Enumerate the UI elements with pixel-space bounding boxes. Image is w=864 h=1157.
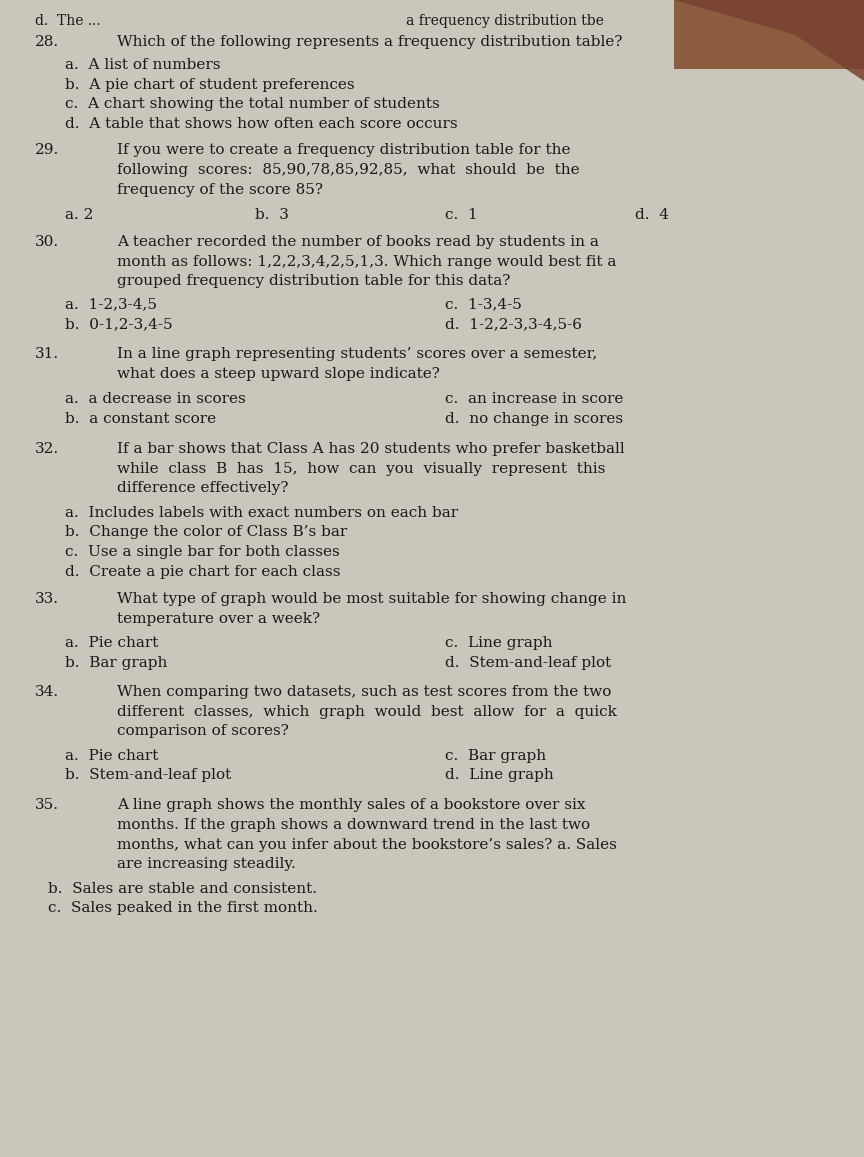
Text: d.  The ...: d. The ... bbox=[35, 14, 100, 28]
Text: 32.: 32. bbox=[35, 442, 59, 456]
Text: 29.: 29. bbox=[35, 143, 59, 157]
Text: b.  0-1,2-3,4-5: b. 0-1,2-3,4-5 bbox=[65, 317, 173, 331]
Text: 30.: 30. bbox=[35, 235, 59, 249]
Text: while  class  B  has  15,  how  can  you  visually  represent  this: while class B has 15, how can you visual… bbox=[117, 462, 605, 476]
Text: d.  Line graph: d. Line graph bbox=[445, 768, 554, 782]
Text: c.  Use a single bar for both classes: c. Use a single bar for both classes bbox=[65, 545, 340, 559]
Text: b.  Bar graph: b. Bar graph bbox=[65, 656, 167, 670]
Text: b.  Stem-and-leaf plot: b. Stem-and-leaf plot bbox=[65, 768, 231, 782]
Text: c.  an increase in score: c. an increase in score bbox=[445, 392, 623, 406]
Text: a. 2: a. 2 bbox=[65, 208, 93, 222]
Text: c.  1-3,4-5: c. 1-3,4-5 bbox=[445, 297, 522, 311]
Text: c.  Sales peaked in the first month.: c. Sales peaked in the first month. bbox=[48, 901, 317, 915]
Text: a.  A list of numbers: a. A list of numbers bbox=[65, 58, 220, 72]
Text: are increasing steadily.: are increasing steadily. bbox=[117, 857, 295, 871]
Text: what does a steep upward slope indicate?: what does a steep upward slope indicate? bbox=[117, 367, 440, 381]
Text: b.  a constant score: b. a constant score bbox=[65, 412, 216, 426]
Text: d.  4: d. 4 bbox=[635, 208, 669, 222]
Text: d.  Stem-and-leaf plot: d. Stem-and-leaf plot bbox=[445, 656, 611, 670]
Text: d.  1-2,2-3,3-4,5-6: d. 1-2,2-3,3-4,5-6 bbox=[445, 317, 582, 331]
Text: grouped frequency distribution table for this data?: grouped frequency distribution table for… bbox=[117, 274, 510, 288]
Text: c.  Bar graph: c. Bar graph bbox=[445, 749, 546, 762]
Text: a.  1-2,3-4,5: a. 1-2,3-4,5 bbox=[65, 297, 156, 311]
Text: 33.: 33. bbox=[35, 592, 59, 606]
Polygon shape bbox=[674, 0, 864, 81]
Text: If you were to create a frequency distribution table for the: If you were to create a frequency distri… bbox=[117, 143, 570, 157]
Text: difference effectively?: difference effectively? bbox=[117, 481, 288, 495]
Text: a.  Pie chart: a. Pie chart bbox=[65, 636, 158, 650]
Text: 28.: 28. bbox=[35, 35, 59, 49]
Text: A line graph shows the monthly sales of a bookstore over six: A line graph shows the monthly sales of … bbox=[117, 798, 585, 812]
Text: month as follows: 1,2,2,3,4,2,5,1,3. Which range would best fit a: month as follows: 1,2,2,3,4,2,5,1,3. Whi… bbox=[117, 255, 616, 268]
Text: frequency of the score 85?: frequency of the score 85? bbox=[117, 183, 322, 197]
Text: b.  A pie chart of student preferences: b. A pie chart of student preferences bbox=[65, 78, 354, 91]
Text: temperature over a week?: temperature over a week? bbox=[117, 612, 320, 626]
Text: c.  Line graph: c. Line graph bbox=[445, 636, 552, 650]
Text: b.  Change the color of Class B’s bar: b. Change the color of Class B’s bar bbox=[65, 525, 347, 539]
Text: c.  A chart showing the total number of students: c. A chart showing the total number of s… bbox=[65, 97, 440, 111]
Bar bbox=[674, 0, 864, 69]
Text: 35.: 35. bbox=[35, 798, 59, 812]
Text: 31.: 31. bbox=[35, 347, 59, 361]
Text: following  scores:  85,90,78,85,92,85,  what  should  be  the: following scores: 85,90,78,85,92,85, wha… bbox=[117, 163, 579, 177]
Text: d.  A table that shows how often each score occurs: d. A table that shows how often each sco… bbox=[65, 117, 457, 131]
Text: If a bar shows that Class A has 20 students who prefer basketball: If a bar shows that Class A has 20 stude… bbox=[117, 442, 625, 456]
Text: In a line graph representing students’ scores over a semester,: In a line graph representing students’ s… bbox=[117, 347, 597, 361]
Text: d.  Create a pie chart for each class: d. Create a pie chart for each class bbox=[65, 565, 340, 578]
Text: When comparing two datasets, such as test scores from the two: When comparing two datasets, such as tes… bbox=[117, 685, 611, 699]
Text: 34.: 34. bbox=[35, 685, 59, 699]
Text: a.  Pie chart: a. Pie chart bbox=[65, 749, 158, 762]
Text: a.  a decrease in scores: a. a decrease in scores bbox=[65, 392, 245, 406]
Text: different  classes,  which  graph  would  best  allow  for  a  quick: different classes, which graph would bes… bbox=[117, 705, 617, 718]
Text: a.  Includes labels with exact numbers on each bar: a. Includes labels with exact numbers on… bbox=[65, 506, 458, 519]
Text: months, what can you infer about the bookstore’s sales? a. Sales: months, what can you infer about the boo… bbox=[117, 838, 617, 852]
Text: d.  no change in scores: d. no change in scores bbox=[445, 412, 623, 426]
Text: a frequency distribution tbe: a frequency distribution tbe bbox=[406, 14, 604, 28]
Text: months. If the graph shows a downward trend in the last two: months. If the graph shows a downward tr… bbox=[117, 818, 590, 832]
Text: c.  1: c. 1 bbox=[445, 208, 478, 222]
Text: b.  Sales are stable and consistent.: b. Sales are stable and consistent. bbox=[48, 882, 316, 896]
Text: Which of the following represents a frequency distribution table?: Which of the following represents a freq… bbox=[117, 35, 622, 49]
Text: comparison of scores?: comparison of scores? bbox=[117, 724, 289, 738]
Text: A teacher recorded the number of books read by students in a: A teacher recorded the number of books r… bbox=[117, 235, 599, 249]
Text: What type of graph would be most suitable for showing change in: What type of graph would be most suitabl… bbox=[117, 592, 626, 606]
Text: b.  3: b. 3 bbox=[255, 208, 289, 222]
